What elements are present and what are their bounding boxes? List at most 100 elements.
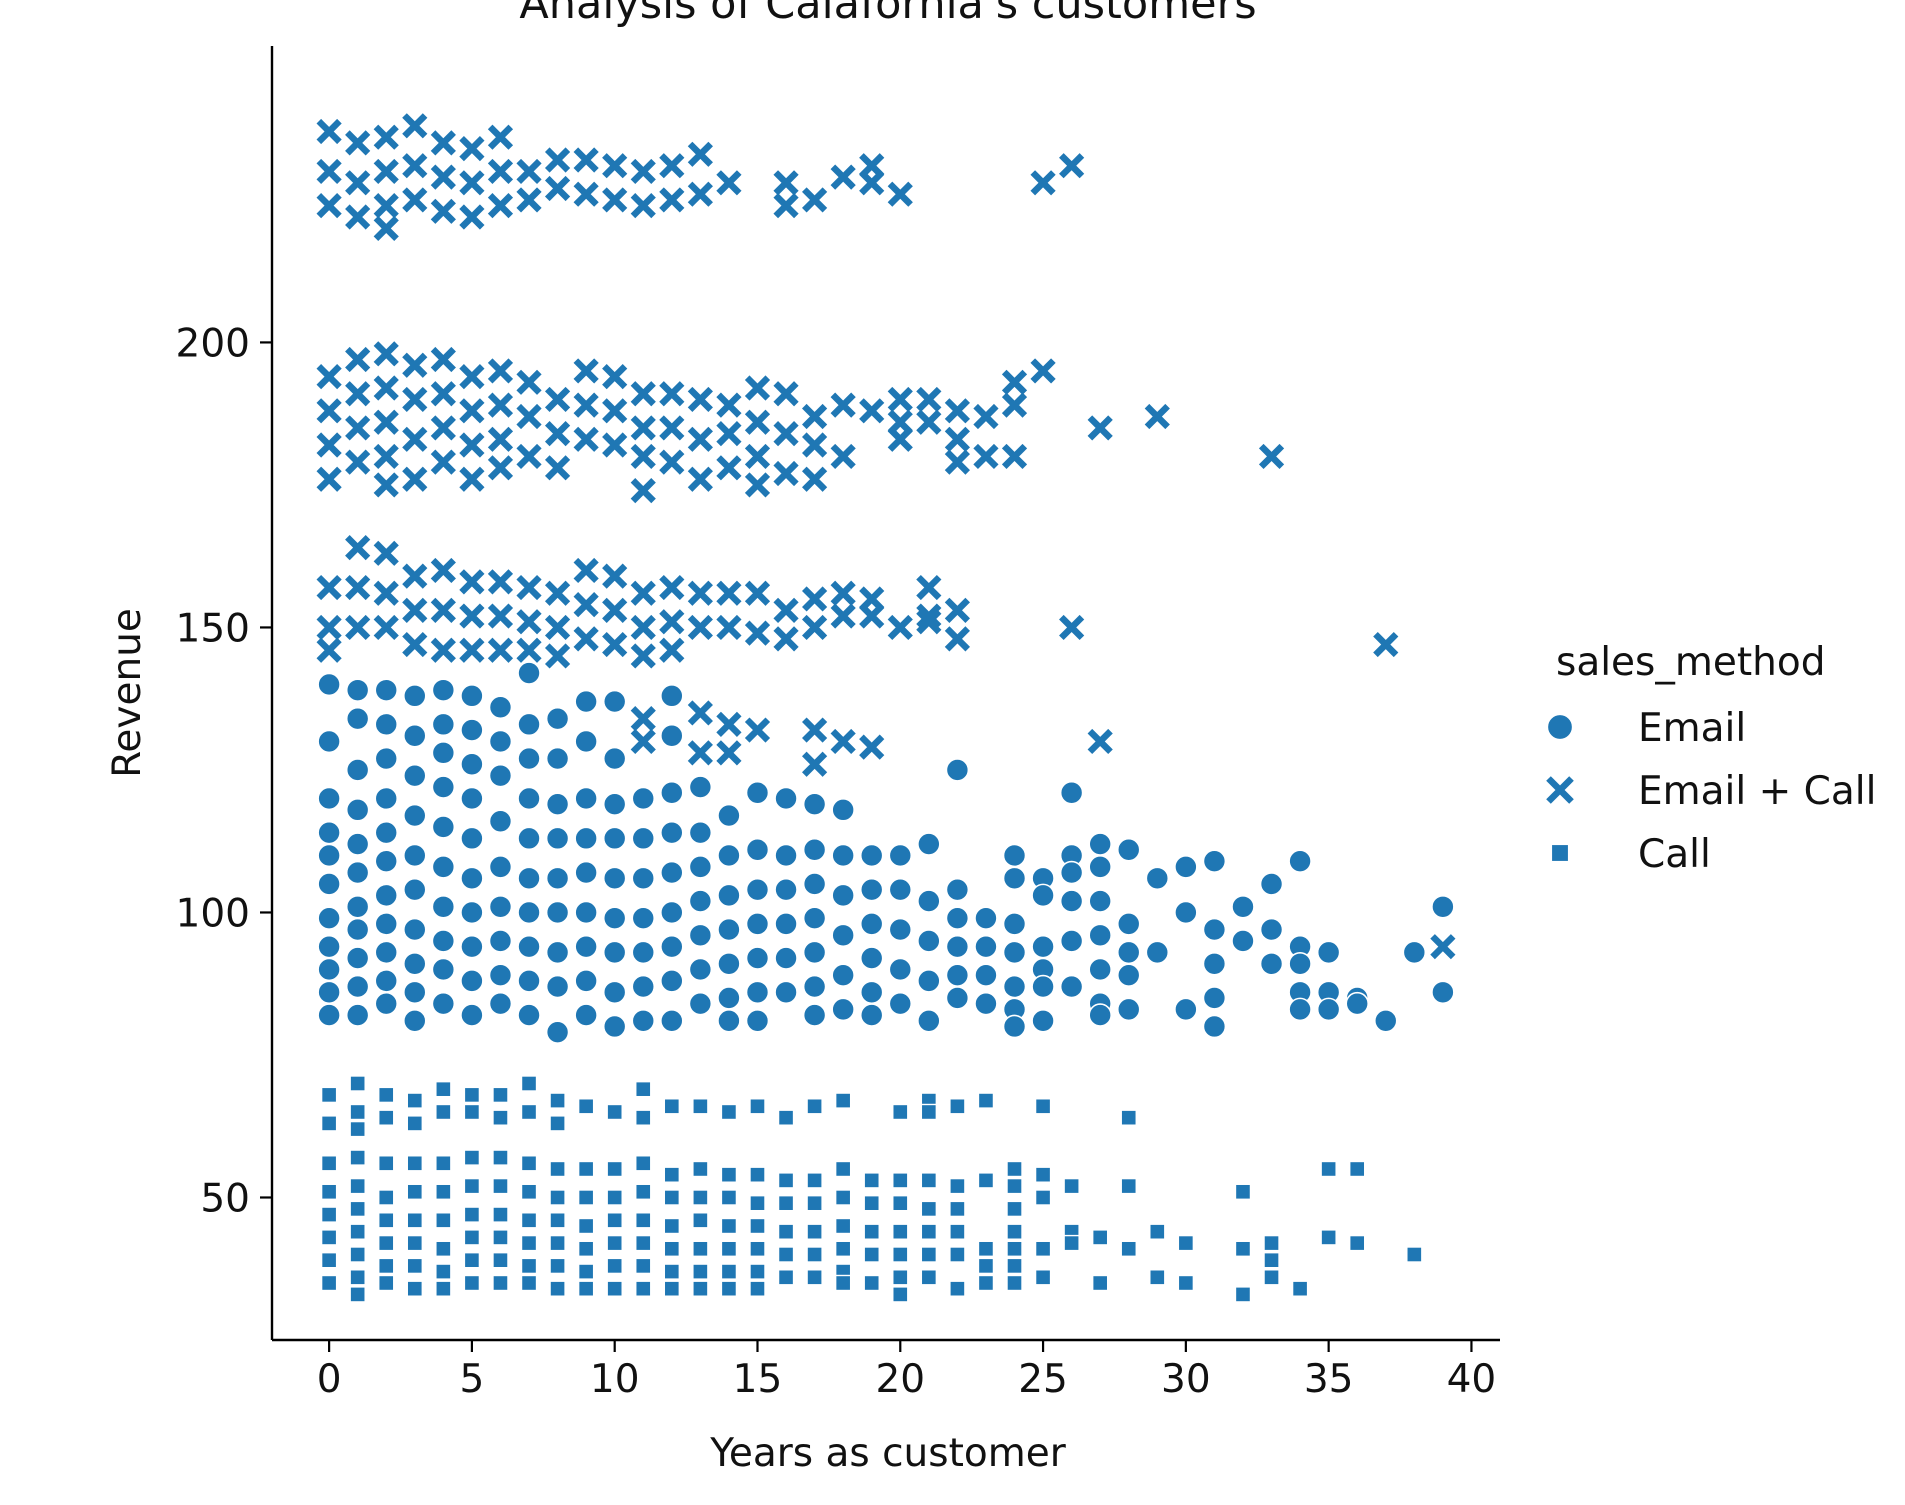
data-point-email <box>345 706 370 731</box>
data-point-email-call <box>345 614 371 641</box>
data-point-call <box>349 1177 366 1195</box>
data-point-email-call <box>830 580 856 606</box>
data-point-email <box>859 980 884 1005</box>
data-point-email-call <box>602 432 628 458</box>
data-point-email <box>545 866 570 891</box>
data-point-email <box>574 860 598 885</box>
data-point-call <box>320 1155 338 1172</box>
data-point-email <box>631 974 656 999</box>
data-point-email <box>345 1003 370 1027</box>
data-point-email <box>402 917 427 942</box>
data-point-email-call <box>716 580 742 606</box>
data-point-call <box>892 1286 909 1303</box>
data-point-email <box>1174 997 1198 1022</box>
data-point-email-call <box>659 381 685 407</box>
data-point-email <box>317 1003 341 1027</box>
data-point-email <box>631 866 656 891</box>
data-point-email <box>517 1003 541 1027</box>
data-point-call <box>520 1103 538 1121</box>
data-point-email-call <box>316 398 342 424</box>
data-point-call <box>1120 1240 1137 1257</box>
data-point-email <box>802 837 827 862</box>
data-point-call <box>435 1183 452 1200</box>
data-point-email <box>660 780 684 805</box>
data-point-email-call <box>602 597 628 623</box>
data-point-call <box>920 1269 938 1286</box>
data-point-email <box>831 923 855 948</box>
data-point-email-call <box>744 717 771 743</box>
data-point-email <box>345 946 370 970</box>
data-point-email-call <box>402 352 428 378</box>
data-point-email <box>402 1008 427 1033</box>
data-point-call <box>520 1257 538 1275</box>
data-point-call <box>949 1223 966 1240</box>
data-point-email <box>545 1020 570 1044</box>
data-point-email-call <box>430 346 456 373</box>
data-point-email-call <box>373 540 399 566</box>
data-point-email <box>488 929 513 953</box>
data-point-email <box>460 752 484 777</box>
data-point-call <box>492 1149 509 1166</box>
chart-title: Analysis of Calafornia's customers <box>519 0 1256 29</box>
data-point-call <box>977 1274 995 1292</box>
data-point-email-call <box>630 706 656 732</box>
data-point-email <box>1202 917 1227 942</box>
data-point-call <box>663 1217 681 1235</box>
data-point-email-call <box>659 609 685 635</box>
data-point-email <box>602 906 627 930</box>
data-point-email <box>545 974 570 999</box>
data-point-email <box>1202 986 1227 1010</box>
data-point-call <box>892 1223 909 1240</box>
data-point-email <box>888 991 913 1016</box>
data-point-call <box>834 1189 852 1206</box>
data-point-email-call <box>430 415 456 441</box>
data-point-email-call <box>402 187 428 213</box>
data-point-call <box>777 1269 795 1286</box>
data-point-email-call <box>659 153 685 179</box>
data-point-email-call <box>459 569 485 595</box>
data-point-email-call <box>373 472 399 498</box>
data-point-call <box>1263 1234 1280 1252</box>
data-point-email-call <box>859 170 885 196</box>
data-point-email-call <box>516 158 542 185</box>
data-point-email <box>660 820 684 845</box>
data-point-email <box>1316 997 1341 1022</box>
data-point-email-call <box>487 569 514 595</box>
data-point-call <box>1034 1189 1052 1206</box>
data-point-email-call <box>1430 934 1456 960</box>
data-point-call <box>549 1115 566 1132</box>
y-tick-label: 50 <box>200 1176 250 1221</box>
data-point-call <box>463 1229 481 1246</box>
data-point-email-call <box>1001 443 1028 470</box>
data-point-call <box>1034 1166 1052 1183</box>
legend-label: Call <box>1638 832 1711 877</box>
data-point-email-call <box>516 187 542 213</box>
data-point-call <box>378 1155 395 1172</box>
data-point-call <box>920 1103 938 1121</box>
data-point-email <box>574 689 598 714</box>
data-point-email-call <box>716 740 742 766</box>
data-point-email-call <box>830 164 856 190</box>
data-point-call <box>692 1263 709 1280</box>
data-point-email <box>859 1003 884 1027</box>
data-point-email <box>774 843 798 868</box>
data-point-email <box>1116 963 1141 987</box>
data-point-email-call <box>630 158 656 185</box>
data-point-email <box>374 786 399 811</box>
data-point-email-call <box>744 409 771 435</box>
data-point-email <box>460 786 484 811</box>
data-point-email <box>602 792 627 816</box>
data-point-email-call <box>773 597 799 623</box>
data-point-email <box>1059 974 1084 999</box>
data-point-call <box>1120 1109 1137 1126</box>
data-point-email <box>660 900 684 925</box>
data-point-call <box>463 1103 481 1121</box>
data-point-email-call <box>887 386 913 413</box>
data-point-email-call <box>430 164 456 190</box>
data-point-call <box>492 1177 509 1195</box>
data-point-email-call <box>459 204 485 230</box>
data-point-email <box>631 1008 656 1033</box>
data-point-email-call <box>773 421 799 447</box>
data-point-email-call <box>430 597 456 623</box>
data-point-email <box>488 991 513 1016</box>
